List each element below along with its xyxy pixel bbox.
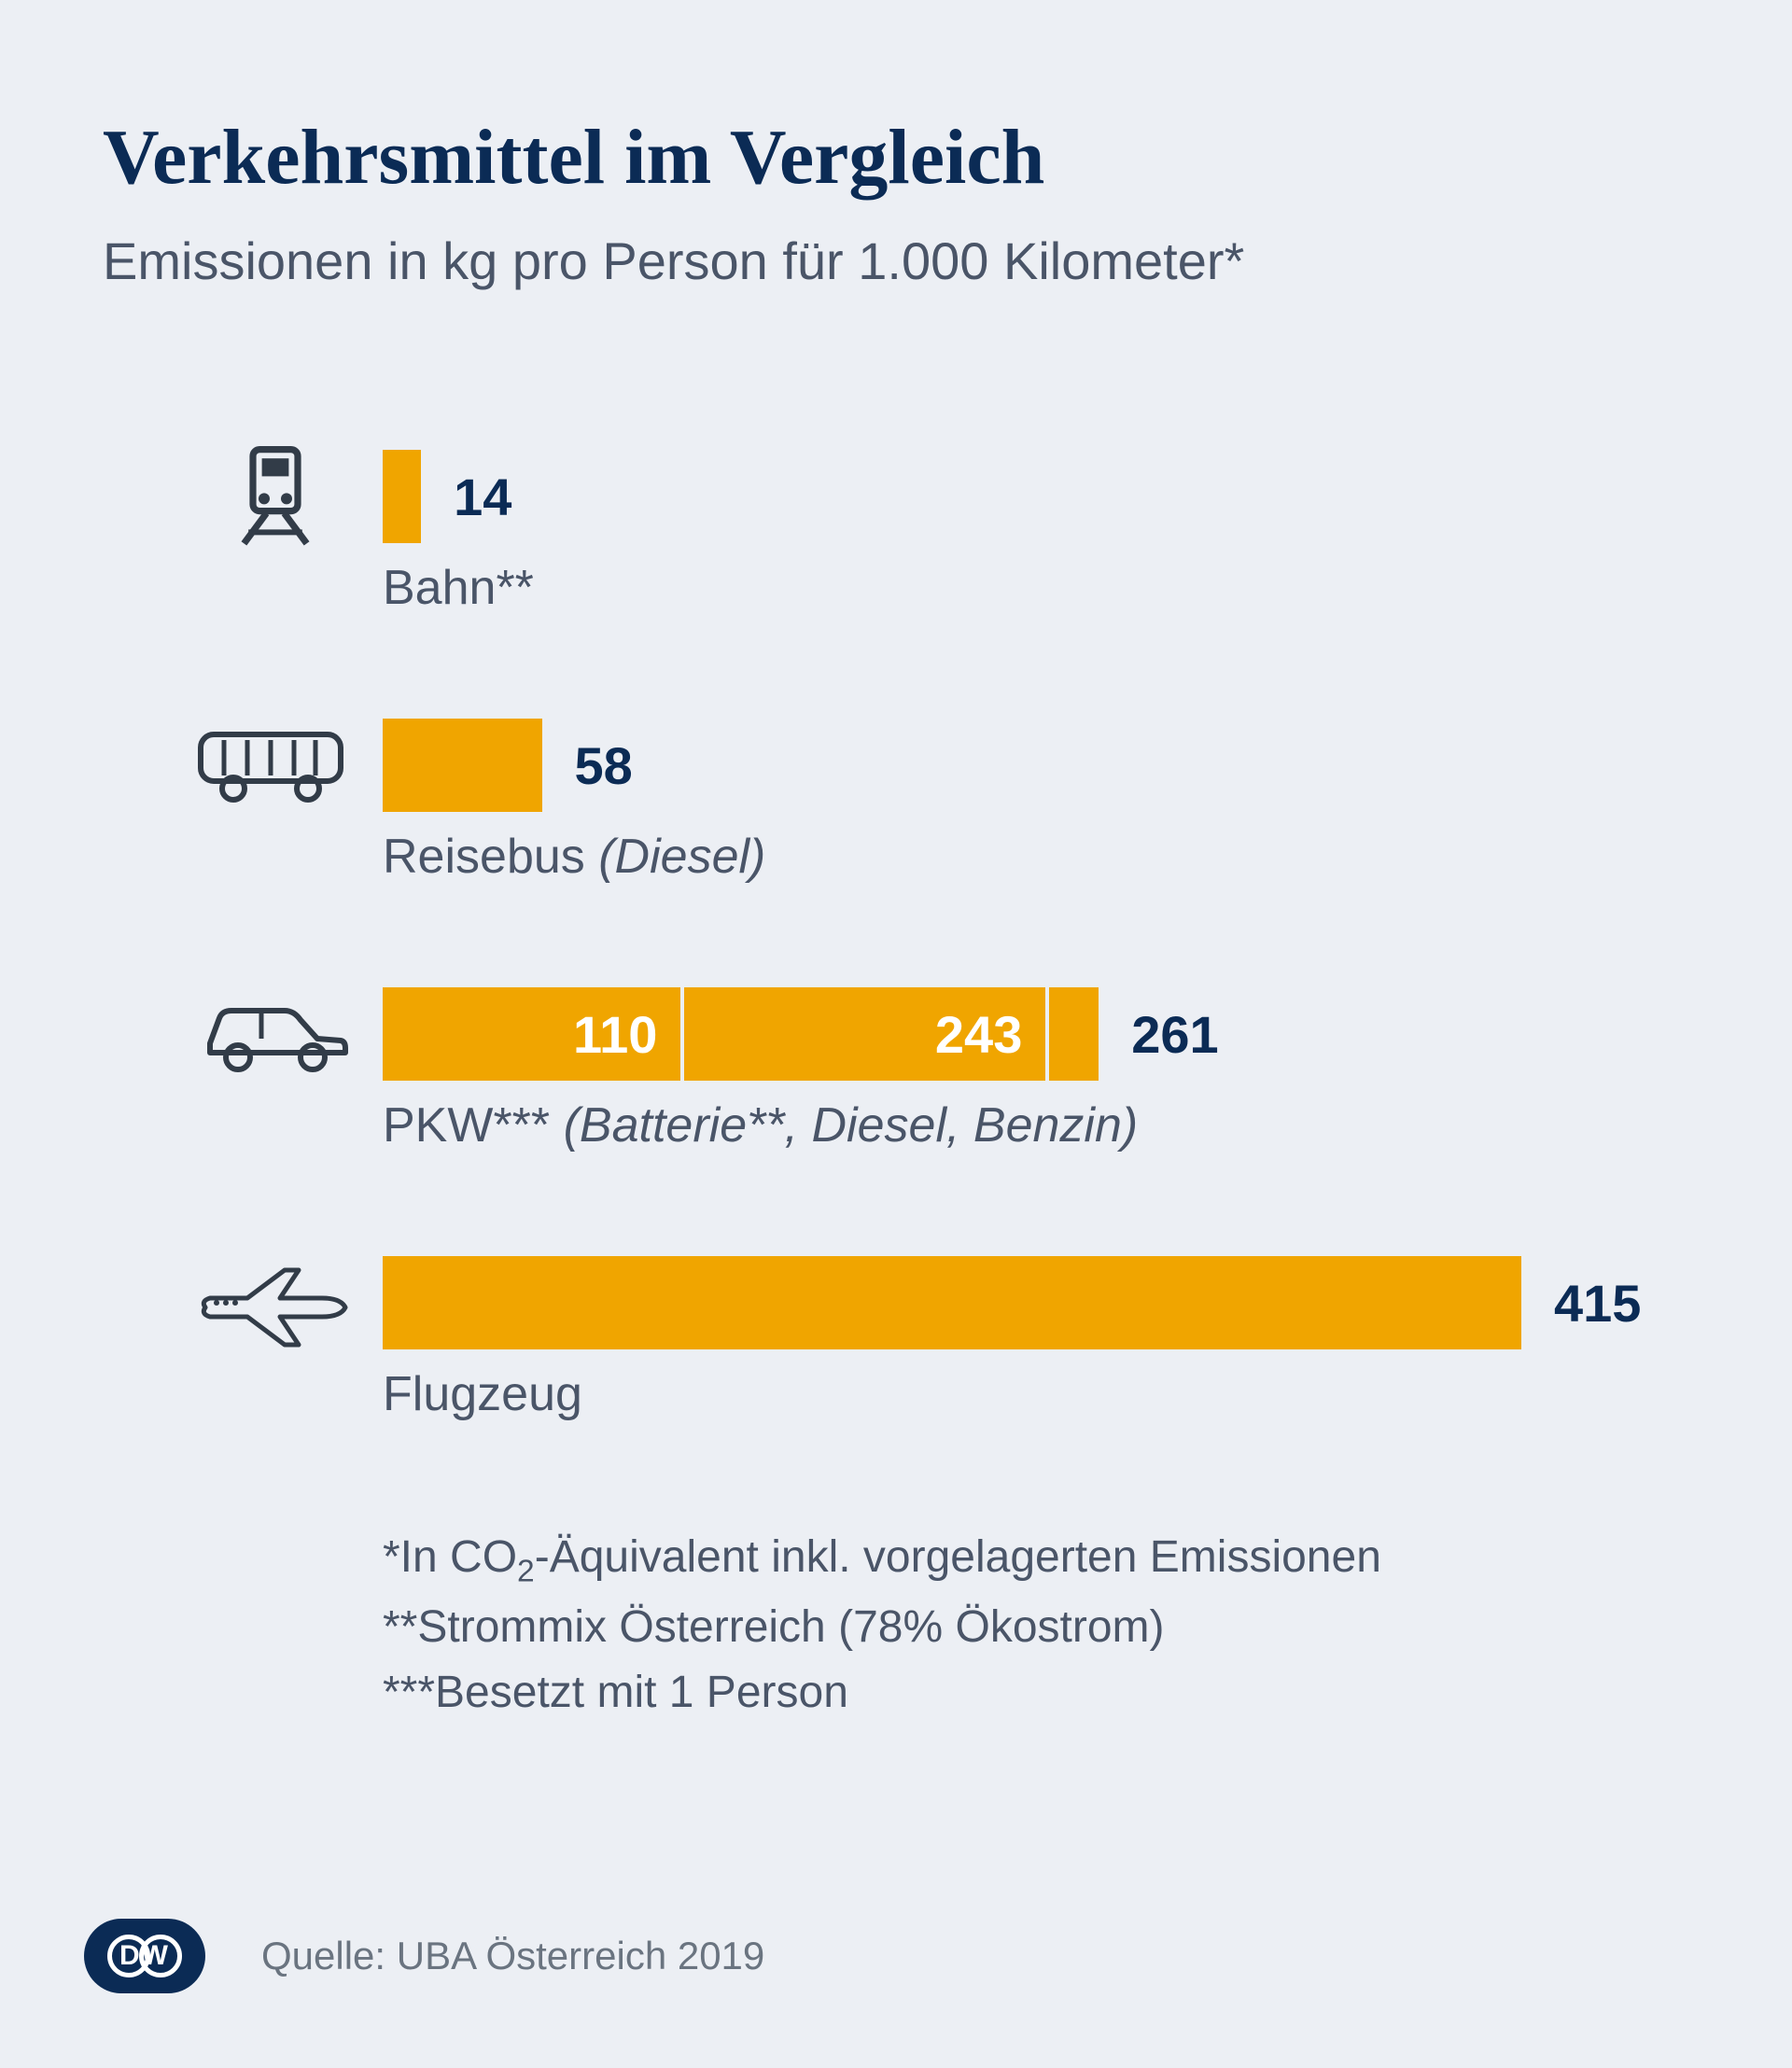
bar-area: 415 Flugzeug [383, 1256, 1689, 1422]
car-icon [187, 983, 364, 1085]
bar-segment [1049, 987, 1099, 1081]
bar-value-label: 14 [454, 467, 511, 527]
bus-icon [187, 714, 364, 817]
plane-icon [187, 1251, 364, 1354]
source-text: Quelle: UBA Österreich 2019 [261, 1934, 764, 1978]
bar-value-label: 261 [1131, 1004, 1218, 1065]
footnote-subscript: 2 [517, 1555, 535, 1589]
bar-segment [383, 719, 542, 812]
footnote-text: *In CO [383, 1532, 517, 1582]
bar-segment [383, 450, 421, 543]
footnote-text: -Äquivalent inkl. vorgelagerten Emission… [535, 1532, 1381, 1582]
chart-subtitle: Emissionen in kg pro Person für 1.000 Ki… [103, 231, 1689, 291]
chart-row: 110243 261 PKW*** (Batterie**, Diesel, Ben… [187, 987, 1689, 1153]
bar-line: 110243 261 [383, 987, 1689, 1081]
bar-value-label: 58 [575, 735, 633, 796]
footnote-line: **Strommix Österreich (78% Ökostrom) [383, 1595, 1689, 1660]
chart-row: 415 Flugzeug [187, 1256, 1689, 1422]
chart-title: Verkehrsmittel im Vergleich [103, 112, 1689, 203]
bar-segment: 110 [383, 987, 684, 1081]
footnote-line: ***Besetzt mit 1 Person [383, 1660, 1689, 1726]
footer: DW Quelle: UBA Österreich 2019 [84, 1919, 764, 1993]
train-icon [187, 445, 364, 548]
bar-area: 14 Bahn** [383, 450, 1689, 616]
bar-area: 58 Reisebus (Diesel) [383, 719, 1689, 885]
chart-row: 58 Reisebus (Diesel) [187, 719, 1689, 885]
chart-row: 14 Bahn** [187, 450, 1689, 616]
footnote-line: *In CO2-Äquivalent inkl. vorgelagerten E… [383, 1525, 1689, 1595]
bar-line: 415 [383, 1256, 1689, 1349]
dw-logo: DW [84, 1919, 205, 1993]
logo-text: DW [119, 1940, 170, 1972]
category-label: PKW*** (Batterie**, Diesel, Benzin) [383, 1097, 1689, 1153]
category-label: Flugzeug [383, 1366, 1689, 1422]
bar-segment [383, 1256, 1521, 1349]
category-label: Reisebus (Diesel) [383, 829, 1689, 885]
bar-area: 110243 261 PKW*** (Batterie**, Diesel, Ben… [383, 987, 1689, 1153]
footnotes: *In CO2-Äquivalent inkl. vorgelagerten E… [103, 1525, 1689, 1725]
bar-line: 14 [383, 450, 1689, 543]
bar-segment: 243 [684, 987, 1049, 1081]
bar-value-label: 415 [1554, 1273, 1641, 1334]
bar-chart: 14 Bahn** 58 Reisebus (Diesel) 110243 261 PKW*… [103, 450, 1689, 1422]
category-label: Bahn** [383, 560, 1689, 616]
bar-line: 58 [383, 719, 1689, 812]
